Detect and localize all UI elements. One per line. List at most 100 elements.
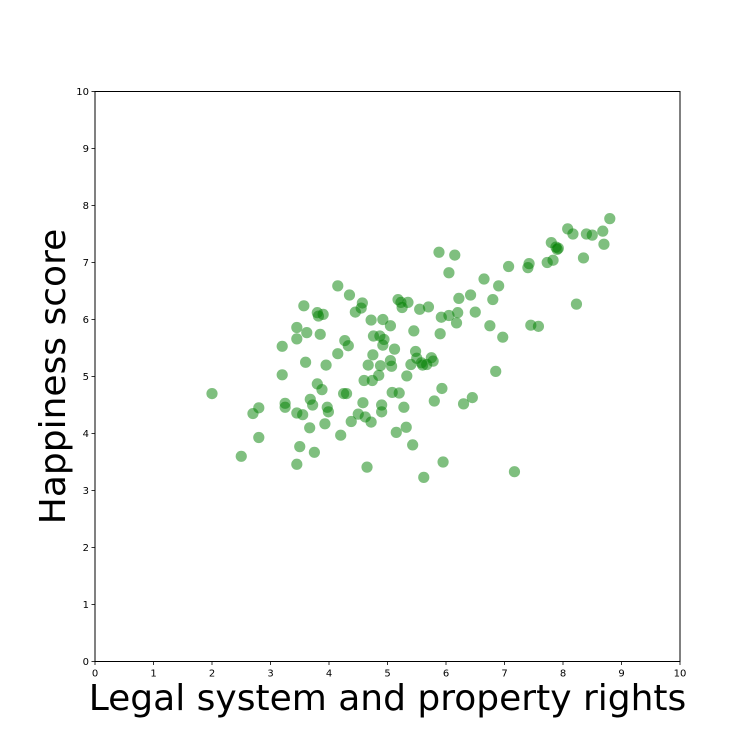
x-tick-label: 0 bbox=[92, 669, 98, 680]
data-point bbox=[317, 308, 329, 320]
data-point bbox=[598, 238, 610, 250]
data-point bbox=[301, 327, 313, 339]
data-point bbox=[384, 320, 397, 332]
x-axis-title: Legal system and property rights bbox=[89, 678, 687, 719]
y-tick-label: 7 bbox=[83, 258, 89, 269]
data-point bbox=[332, 280, 344, 292]
data-point bbox=[365, 314, 377, 326]
data-point bbox=[437, 456, 449, 468]
x-tick-label: 4 bbox=[326, 669, 332, 680]
data-point bbox=[362, 359, 374, 371]
data-point bbox=[402, 296, 414, 308]
data-point bbox=[385, 360, 398, 372]
data-point bbox=[279, 401, 291, 413]
x-tick-label: 10 bbox=[674, 669, 687, 680]
y-tick-label: 0 bbox=[83, 657, 89, 668]
data-point bbox=[276, 369, 288, 381]
scatter-points bbox=[206, 213, 616, 483]
y-tick-label: 4 bbox=[83, 429, 89, 440]
data-point bbox=[478, 273, 490, 285]
data-point bbox=[493, 280, 505, 292]
data-point bbox=[291, 333, 303, 345]
y-axis-ticks: 0 1 2 3 4 5 6 7 8 9 10 bbox=[76, 87, 95, 668]
data-point bbox=[367, 349, 379, 361]
data-point bbox=[457, 398, 470, 410]
data-point bbox=[304, 422, 316, 434]
data-point bbox=[294, 441, 306, 453]
data-point bbox=[374, 360, 387, 372]
data-point bbox=[291, 458, 303, 470]
data-point bbox=[297, 409, 309, 421]
data-point bbox=[434, 328, 446, 340]
x-tick-label: 8 bbox=[560, 669, 566, 680]
data-point bbox=[373, 369, 385, 381]
data-point bbox=[235, 450, 247, 462]
data-point bbox=[422, 301, 435, 313]
data-point bbox=[357, 397, 369, 409]
data-point bbox=[523, 258, 535, 270]
y-tick-label: 8 bbox=[83, 201, 89, 212]
data-point bbox=[320, 359, 332, 371]
data-point bbox=[308, 446, 320, 458]
data-point bbox=[570, 298, 583, 310]
data-point bbox=[436, 382, 448, 395]
y-tick-label: 3 bbox=[83, 486, 89, 497]
data-point bbox=[206, 388, 218, 400]
y-tick-label: 2 bbox=[83, 543, 89, 554]
y-tick-label: 9 bbox=[83, 144, 89, 155]
data-point bbox=[449, 249, 461, 261]
data-point bbox=[428, 395, 440, 407]
plot-area-frame bbox=[94, 91, 681, 662]
data-point bbox=[453, 292, 465, 305]
data-point bbox=[376, 406, 388, 418]
x-tick-label: 5 bbox=[384, 669, 390, 680]
data-point bbox=[291, 321, 303, 334]
data-point bbox=[567, 228, 579, 240]
data-point bbox=[547, 254, 559, 266]
data-point bbox=[253, 402, 265, 414]
data-point bbox=[408, 325, 420, 337]
data-point bbox=[253, 431, 265, 444]
data-point bbox=[343, 289, 356, 301]
data-point bbox=[502, 260, 515, 273]
data-point bbox=[418, 471, 430, 483]
data-point bbox=[345, 415, 357, 428]
data-point bbox=[532, 320, 545, 332]
data-point bbox=[464, 289, 477, 301]
x-tick-label: 6 bbox=[443, 669, 449, 680]
data-point bbox=[393, 387, 405, 399]
data-point bbox=[316, 384, 328, 396]
data-point bbox=[377, 313, 389, 326]
data-point bbox=[487, 293, 499, 306]
data-point bbox=[443, 309, 455, 322]
x-tick-label: 7 bbox=[501, 669, 507, 680]
data-point bbox=[388, 343, 401, 355]
data-point bbox=[356, 297, 368, 309]
data-point bbox=[401, 370, 413, 382]
data-point bbox=[586, 229, 598, 241]
data-point bbox=[378, 333, 390, 346]
data-point bbox=[469, 306, 481, 318]
data-point bbox=[390, 426, 402, 438]
data-point bbox=[358, 374, 370, 387]
data-point bbox=[577, 252, 590, 264]
y-tick-label: 6 bbox=[83, 315, 89, 326]
data-point bbox=[604, 213, 616, 225]
data-point bbox=[508, 466, 521, 478]
data-point bbox=[597, 225, 609, 237]
data-point bbox=[497, 331, 509, 343]
data-point bbox=[314, 328, 326, 340]
data-point bbox=[466, 391, 478, 404]
data-point bbox=[433, 246, 445, 258]
data-point bbox=[340, 388, 353, 400]
x-tick-label: 2 bbox=[209, 669, 215, 680]
data-point bbox=[319, 418, 331, 430]
data-point bbox=[361, 461, 373, 473]
data-point bbox=[443, 267, 455, 279]
x-tick-label: 1 bbox=[150, 669, 156, 680]
data-point bbox=[450, 317, 463, 329]
y-axis-title: Happiness score bbox=[33, 229, 74, 525]
data-point bbox=[552, 242, 564, 254]
data-point bbox=[407, 439, 419, 451]
